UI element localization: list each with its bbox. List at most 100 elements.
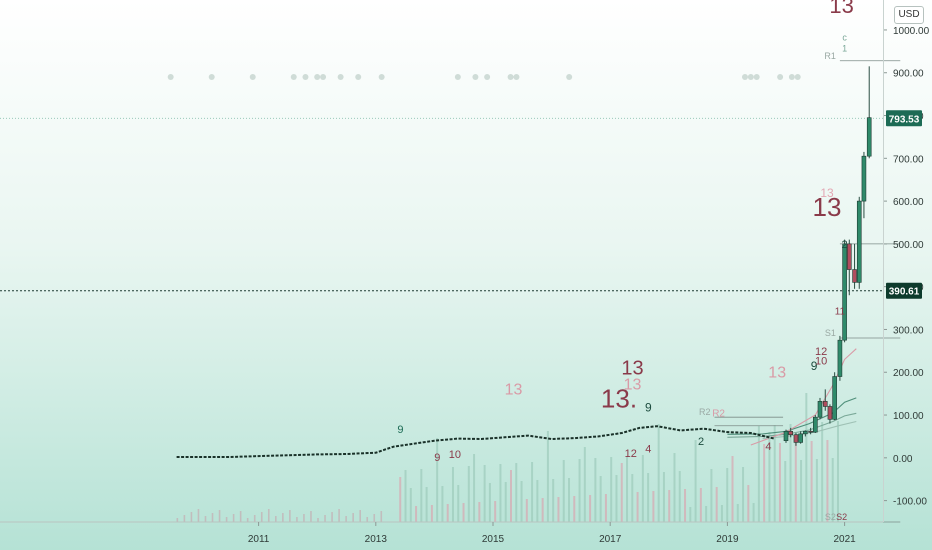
volume-bar xyxy=(380,511,383,522)
annotation-label: 13 xyxy=(820,186,834,200)
volume-bar xyxy=(562,460,565,522)
volume-bar xyxy=(821,422,824,522)
candle-body xyxy=(822,401,828,407)
volume-bar xyxy=(296,517,298,522)
volume-bar xyxy=(260,512,263,522)
volume-bar xyxy=(515,463,518,522)
volume-bar xyxy=(831,458,834,522)
price-marker-badge xyxy=(886,282,922,299)
signal-dot xyxy=(320,74,327,80)
volume-bar xyxy=(531,462,534,522)
volume-bar xyxy=(726,468,729,522)
volume-bar xyxy=(626,456,629,522)
volume-bar xyxy=(784,461,787,522)
volume-bar xyxy=(488,483,491,522)
volume-bar xyxy=(197,509,200,522)
volume-bar xyxy=(176,518,179,522)
annotation-label: S2 xyxy=(836,512,847,522)
volume-bar xyxy=(641,455,644,522)
currency-selector[interactable]: USD xyxy=(894,6,924,24)
annotation-label: 13 xyxy=(505,381,523,398)
volume-bar xyxy=(467,466,470,522)
volume-bar xyxy=(359,510,361,522)
volume-bar xyxy=(183,515,186,522)
signal-dot xyxy=(566,74,573,80)
volume-bar xyxy=(794,442,797,522)
price-line xyxy=(176,425,775,458)
signal-dot xyxy=(208,74,215,80)
volume-bar xyxy=(594,458,597,522)
price-marker-badge xyxy=(886,110,922,127)
volume-bar xyxy=(705,506,708,522)
signal-dot xyxy=(337,74,344,80)
volume-bar xyxy=(636,492,639,522)
volume-bar xyxy=(583,447,586,522)
volume-bar xyxy=(204,516,207,522)
volume-bar xyxy=(310,511,312,522)
volume-bar xyxy=(678,471,681,522)
annotation-label: 12 xyxy=(815,346,827,358)
y-axis-tick-label: 700.00 xyxy=(893,154,924,165)
candle-body xyxy=(827,406,833,420)
signal-dot xyxy=(513,74,520,80)
annotation-label: 10 xyxy=(815,356,827,368)
candle-body xyxy=(846,243,852,270)
annotation-label: 9 xyxy=(397,424,403,436)
x-axis-tick-label: 2021 xyxy=(833,534,856,545)
volume-bar xyxy=(546,431,549,522)
x-axis-tick-label: 2017 xyxy=(599,534,622,545)
volume-bar xyxy=(599,476,602,522)
volume-bar xyxy=(578,459,581,522)
volume-bar xyxy=(289,510,291,522)
volume-bar xyxy=(420,469,423,522)
signal-dot xyxy=(472,74,479,80)
volume-bar xyxy=(662,472,665,522)
signal-dot xyxy=(484,74,491,80)
volume-bar xyxy=(668,490,671,522)
volume-bar xyxy=(536,480,539,522)
volume-bar xyxy=(317,518,319,522)
signal-dot xyxy=(249,74,256,80)
candle-body xyxy=(803,430,808,435)
annotation-label: 1 xyxy=(842,43,847,53)
volume-bar xyxy=(836,421,839,522)
volume-bar xyxy=(615,475,618,522)
y-axis-tick-label: 600.00 xyxy=(893,197,924,208)
y-axis-tick-label: 900.00 xyxy=(893,69,924,80)
volume-bar xyxy=(647,473,650,522)
signal-dot xyxy=(167,74,174,80)
volume-bar xyxy=(778,443,781,522)
volume-bar xyxy=(246,518,249,522)
volume-bar xyxy=(589,495,592,522)
volume-bar xyxy=(462,503,465,522)
volume-bar xyxy=(218,510,221,522)
volume-bar xyxy=(345,516,347,522)
candle-body xyxy=(788,430,793,436)
candle-body xyxy=(817,401,823,418)
volume-bar xyxy=(568,478,571,522)
volume-bar xyxy=(239,511,242,522)
volume-bar xyxy=(800,460,803,522)
volume-bar xyxy=(736,504,739,522)
signal-dot xyxy=(454,74,461,80)
volume-bar xyxy=(324,515,326,522)
signal-dot xyxy=(507,74,514,80)
volume-bar xyxy=(211,513,214,522)
annotation-label: R2 xyxy=(712,409,725,420)
volume-bar xyxy=(715,487,718,522)
candle-body xyxy=(798,433,803,443)
price-marker-label: 390.61 xyxy=(889,287,920,298)
signal-dot xyxy=(378,74,385,80)
volume-bar xyxy=(652,491,655,522)
annotation-label: 11 xyxy=(835,306,846,317)
volume-bar xyxy=(689,507,692,522)
signal-dot xyxy=(290,74,297,80)
volume-bar xyxy=(352,513,354,522)
volume-bar xyxy=(731,456,734,522)
annotation-label: 13 xyxy=(768,364,786,381)
volume-bar xyxy=(684,489,687,522)
x-axis-tick-label: 2019 xyxy=(716,534,739,545)
volume-bar xyxy=(457,485,460,522)
volume-bar xyxy=(190,512,193,522)
